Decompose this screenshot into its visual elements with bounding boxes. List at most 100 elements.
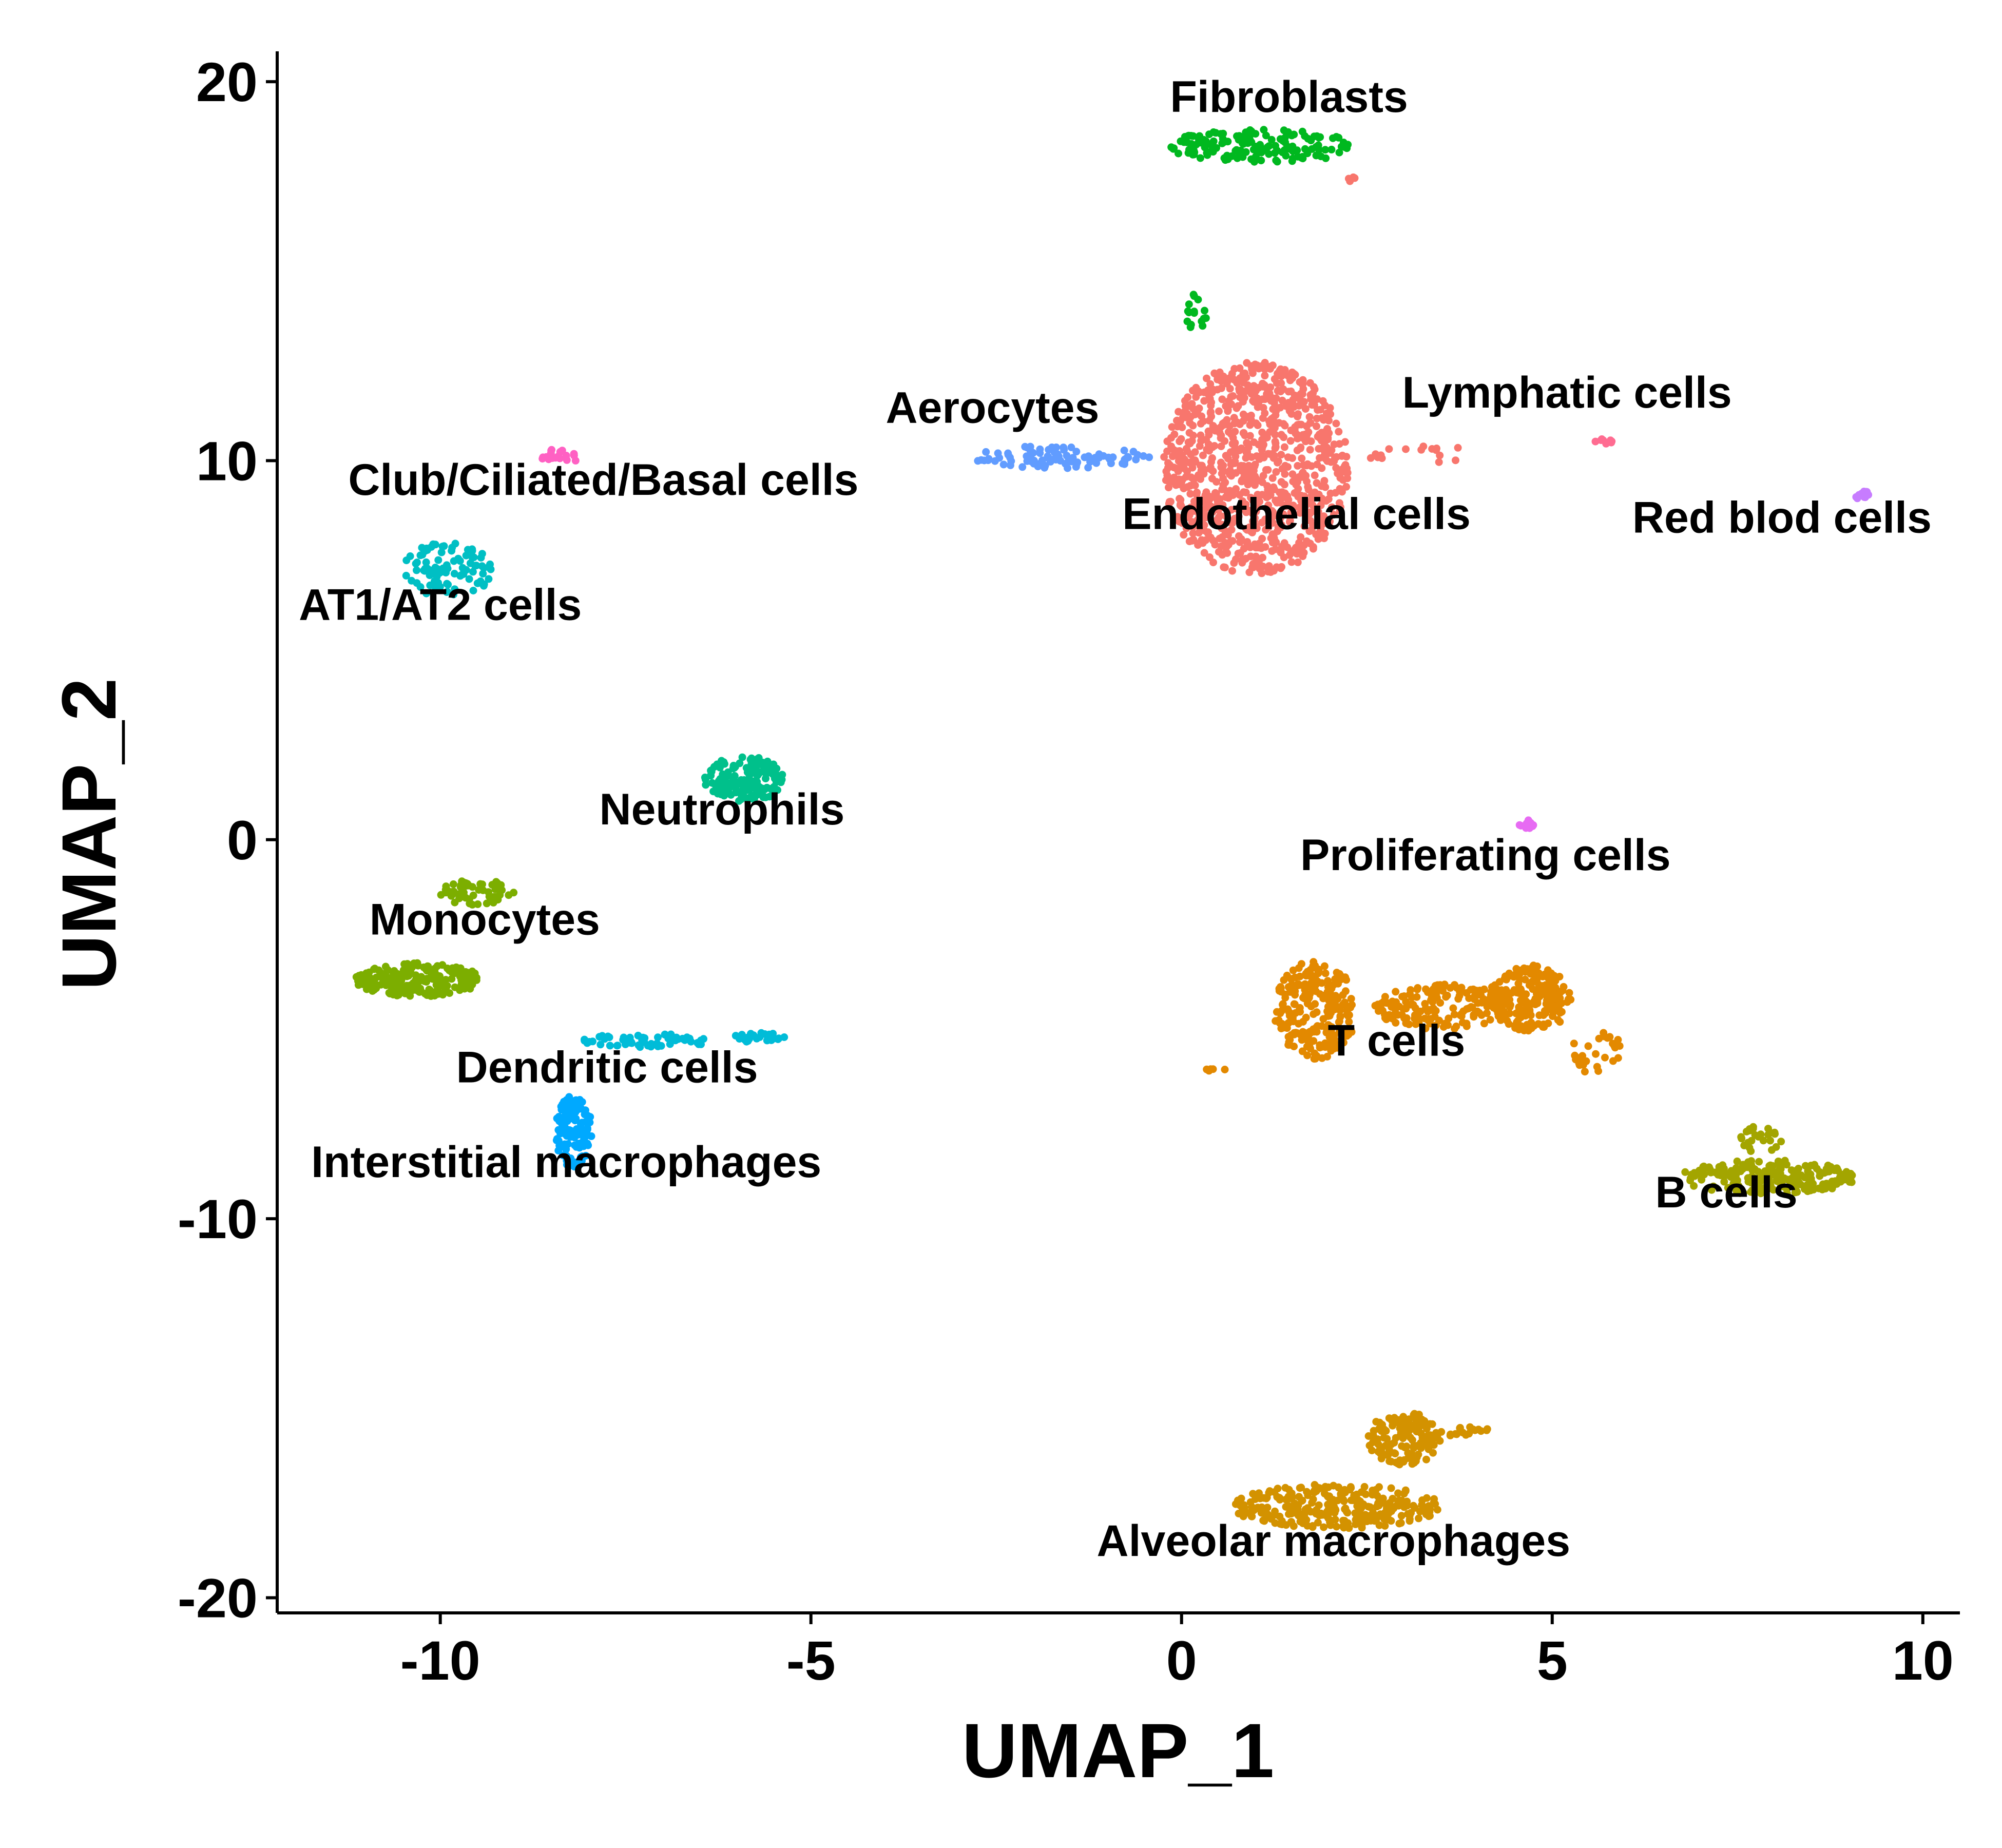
data-point	[1404, 1454, 1412, 1462]
data-point	[1404, 1510, 1412, 1518]
data-point	[462, 551, 470, 560]
data-point	[1502, 986, 1510, 994]
data-point	[1335, 1017, 1343, 1025]
data-point	[772, 773, 779, 781]
data-point	[554, 1126, 563, 1134]
data-point	[1004, 451, 1012, 459]
data-point	[654, 1033, 662, 1042]
data-point	[485, 575, 493, 583]
data-point	[1503, 1017, 1511, 1025]
data-point	[1777, 1138, 1785, 1146]
data-point	[1258, 362, 1266, 370]
data-point	[1327, 446, 1336, 454]
data-point	[1772, 1143, 1780, 1151]
data-point	[1195, 471, 1203, 479]
data-point	[1217, 423, 1225, 431]
data-point	[1281, 994, 1289, 1002]
data-point	[1390, 1449, 1398, 1457]
data-point	[1178, 459, 1186, 468]
data-point	[1205, 416, 1214, 425]
data-point	[1372, 1491, 1380, 1499]
data-point	[1426, 1512, 1434, 1520]
data-point	[1335, 1484, 1343, 1492]
data-point	[561, 1140, 569, 1148]
data-point	[1426, 1420, 1434, 1428]
data-point	[1314, 1518, 1322, 1527]
cluster-points	[402, 540, 495, 599]
data-point	[1307, 137, 1315, 145]
data-point	[1278, 1007, 1286, 1015]
data-point	[1557, 1008, 1566, 1016]
cluster-label: Aerocytes	[886, 383, 1100, 433]
data-point	[1121, 460, 1128, 468]
data-point	[371, 980, 379, 988]
data-point	[1195, 387, 1203, 395]
data-point	[1284, 1492, 1293, 1500]
data-point	[1417, 446, 1426, 454]
data-point	[1284, 983, 1293, 991]
data-point	[1411, 1504, 1419, 1512]
data-point	[1407, 1000, 1415, 1009]
data-point	[1324, 1012, 1332, 1020]
data-point	[1295, 964, 1303, 972]
data-point	[557, 1106, 566, 1114]
data-point	[1239, 1512, 1247, 1520]
data-point	[1162, 476, 1170, 484]
data-point	[1072, 448, 1081, 456]
data-point	[1199, 451, 1207, 459]
data-point	[1392, 1434, 1400, 1442]
data-point	[1377, 1454, 1385, 1462]
data-point	[469, 891, 477, 899]
data-point	[1320, 962, 1329, 970]
data-point	[412, 560, 420, 568]
data-point	[450, 570, 458, 578]
data-point	[581, 1036, 589, 1045]
data-point	[1092, 459, 1101, 467]
data-point	[1179, 413, 1187, 421]
data-point	[1185, 300, 1193, 309]
data-point	[1209, 1065, 1217, 1073]
data-point	[747, 1030, 755, 1038]
cluster-points	[1852, 488, 1873, 503]
data-point	[1308, 1523, 1317, 1531]
data-point	[451, 585, 459, 593]
data-point	[1290, 1043, 1298, 1050]
data-point	[456, 572, 465, 580]
data-point	[1385, 445, 1393, 453]
data-point	[1584, 1042, 1592, 1050]
data-point	[1190, 150, 1198, 159]
data-point	[570, 1163, 579, 1171]
data-point	[1795, 1178, 1803, 1186]
data-point	[1387, 1457, 1395, 1466]
data-point	[1235, 532, 1243, 540]
data-point	[1286, 516, 1294, 525]
data-point	[1311, 1000, 1319, 1008]
data-point	[466, 899, 474, 908]
x-tick-label: -10	[400, 1629, 480, 1691]
data-point	[1262, 466, 1270, 474]
data-point	[1326, 1516, 1335, 1525]
data-point	[1050, 448, 1058, 456]
data-point	[749, 762, 757, 771]
data-point	[1429, 998, 1437, 1006]
data-point	[1247, 527, 1255, 535]
data-point	[1303, 1043, 1311, 1051]
data-point	[1480, 985, 1488, 993]
data-point	[1237, 386, 1245, 394]
data-point	[1393, 1502, 1401, 1510]
data-point	[1521, 975, 1529, 984]
data-point	[1194, 541, 1202, 549]
data-point	[1303, 1504, 1312, 1512]
cluster-label: T cells	[1328, 1016, 1466, 1066]
data-point	[1284, 388, 1293, 396]
data-point	[1408, 1460, 1416, 1468]
data-point	[1413, 1453, 1421, 1461]
data-point	[1307, 491, 1316, 499]
data-point	[1415, 1514, 1423, 1523]
data-point	[1189, 529, 1197, 537]
data-point	[1328, 503, 1336, 511]
data-point	[1349, 173, 1357, 181]
data-point	[443, 981, 451, 990]
data-point	[505, 891, 513, 899]
data-point	[1238, 476, 1246, 484]
